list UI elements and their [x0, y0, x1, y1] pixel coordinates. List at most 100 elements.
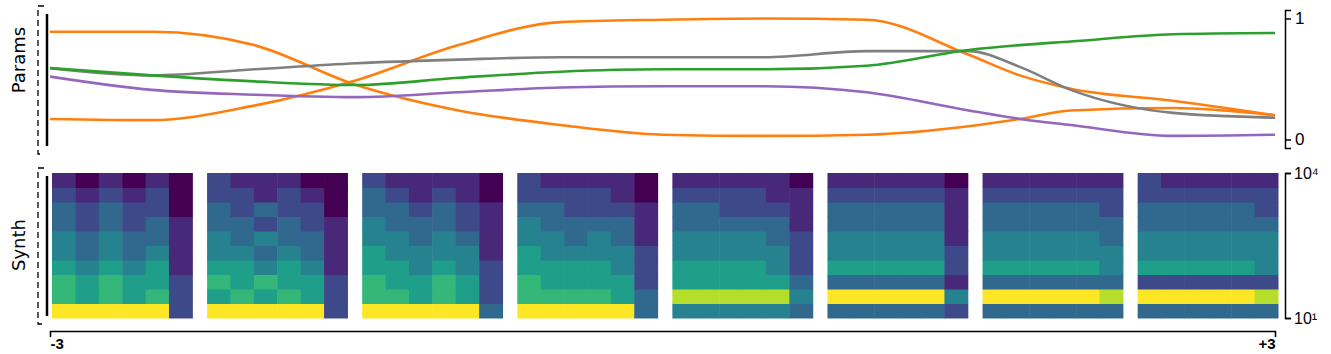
heat-cell	[719, 202, 743, 217]
heat-cell	[898, 246, 922, 261]
heat-cell	[362, 202, 386, 217]
heat-cell	[851, 246, 875, 261]
heat-cell	[146, 173, 170, 188]
heat-cell	[827, 304, 851, 319]
heat-cell	[1208, 304, 1232, 319]
heat-cell	[611, 202, 635, 217]
heat-cell	[587, 260, 611, 275]
heat-cell	[944, 231, 968, 246]
heat-cell	[1208, 188, 1232, 203]
heat-cell	[766, 202, 790, 217]
tick: -3	[51, 331, 64, 352]
heat-cell	[541, 217, 565, 232]
tick-label: 1	[1295, 9, 1304, 28]
heat-cell	[146, 202, 170, 217]
heat-cell	[898, 202, 922, 217]
heat-cell	[324, 188, 348, 203]
heat-cell	[456, 289, 480, 304]
heat-cell	[874, 173, 898, 188]
spectrogram	[983, 173, 1124, 319]
heat-cell	[1255, 231, 1279, 246]
heat-cell	[766, 246, 790, 261]
heat-cell	[1006, 304, 1030, 319]
heat-cell	[634, 275, 658, 290]
heat-cell	[1161, 231, 1185, 246]
heat-cell	[851, 202, 875, 217]
bracket-solid	[46, 176, 49, 316]
heat-cell	[1231, 275, 1255, 290]
heat-cell	[766, 289, 790, 304]
heat-cell	[827, 289, 851, 304]
heat-cell	[898, 275, 922, 290]
tick: +3	[1258, 331, 1275, 352]
heat-cell	[944, 188, 968, 203]
heat-cell	[634, 173, 658, 188]
heat-cell	[672, 217, 696, 232]
tick: 10⁴	[1285, 165, 1319, 182]
heat-cell	[1053, 304, 1077, 319]
heat-cell	[456, 217, 480, 232]
heat-cell	[386, 217, 410, 232]
heat-cell	[944, 289, 968, 304]
heat-cell	[301, 231, 325, 246]
heat-cell	[719, 173, 743, 188]
heat-cell	[122, 304, 146, 319]
heat-cell	[1100, 275, 1124, 290]
heat-cell	[362, 231, 386, 246]
heat-cell	[921, 304, 945, 319]
heat-cell	[230, 260, 254, 275]
tick-mark	[1285, 318, 1291, 320]
heat-cell	[122, 260, 146, 275]
heat-cell	[851, 173, 875, 188]
heat-cell	[409, 188, 433, 203]
heat-cell	[983, 231, 1007, 246]
heat-cell	[719, 304, 743, 319]
spectrogram	[52, 173, 193, 319]
heat-cell	[146, 231, 170, 246]
heat-cell	[1138, 188, 1162, 203]
heat-cell	[301, 275, 325, 290]
lines	[50, 18, 1275, 135]
heat-cell	[456, 188, 480, 203]
heat-cell	[587, 231, 611, 246]
heat-cell	[277, 304, 301, 319]
heat-cell	[517, 289, 541, 304]
heat-cell	[301, 260, 325, 275]
heat-cell	[1161, 246, 1185, 261]
tick-label: 0	[1295, 130, 1304, 149]
heat-cell	[122, 173, 146, 188]
heat-cell	[409, 202, 433, 217]
heat-cell	[207, 188, 231, 203]
heat-cell	[324, 231, 348, 246]
heat-cell	[324, 173, 348, 188]
heat-cell	[99, 246, 123, 261]
heat-cell	[1161, 304, 1185, 319]
x-axis: -3 +3	[51, 331, 1276, 352]
heat-cell	[874, 217, 898, 232]
heat-cell	[1255, 202, 1279, 217]
heat-cell	[1184, 231, 1208, 246]
heat-cell	[541, 260, 565, 275]
heat-cell	[362, 217, 386, 232]
heat-cell	[1255, 260, 1279, 275]
heat-cell	[1100, 188, 1124, 203]
heat-cell	[1100, 202, 1124, 217]
heat-cell	[827, 246, 851, 261]
heat-cell	[207, 202, 231, 217]
heat-cell	[1161, 202, 1185, 217]
heat-cell	[1053, 217, 1077, 232]
heat-cell	[611, 304, 635, 319]
heat-cell	[122, 231, 146, 246]
heat-cell	[254, 173, 278, 188]
heat-cell	[362, 304, 386, 319]
heat-cell	[1138, 304, 1162, 319]
heat-cell	[456, 202, 480, 217]
heat-cell	[672, 275, 696, 290]
tick: 10¹	[1285, 310, 1317, 327]
heat-cell	[921, 188, 945, 203]
heat-cell	[277, 188, 301, 203]
heat-cell	[75, 246, 99, 261]
heat-cell	[1100, 173, 1124, 188]
heat-cell	[479, 275, 503, 290]
heat-cell	[277, 246, 301, 261]
